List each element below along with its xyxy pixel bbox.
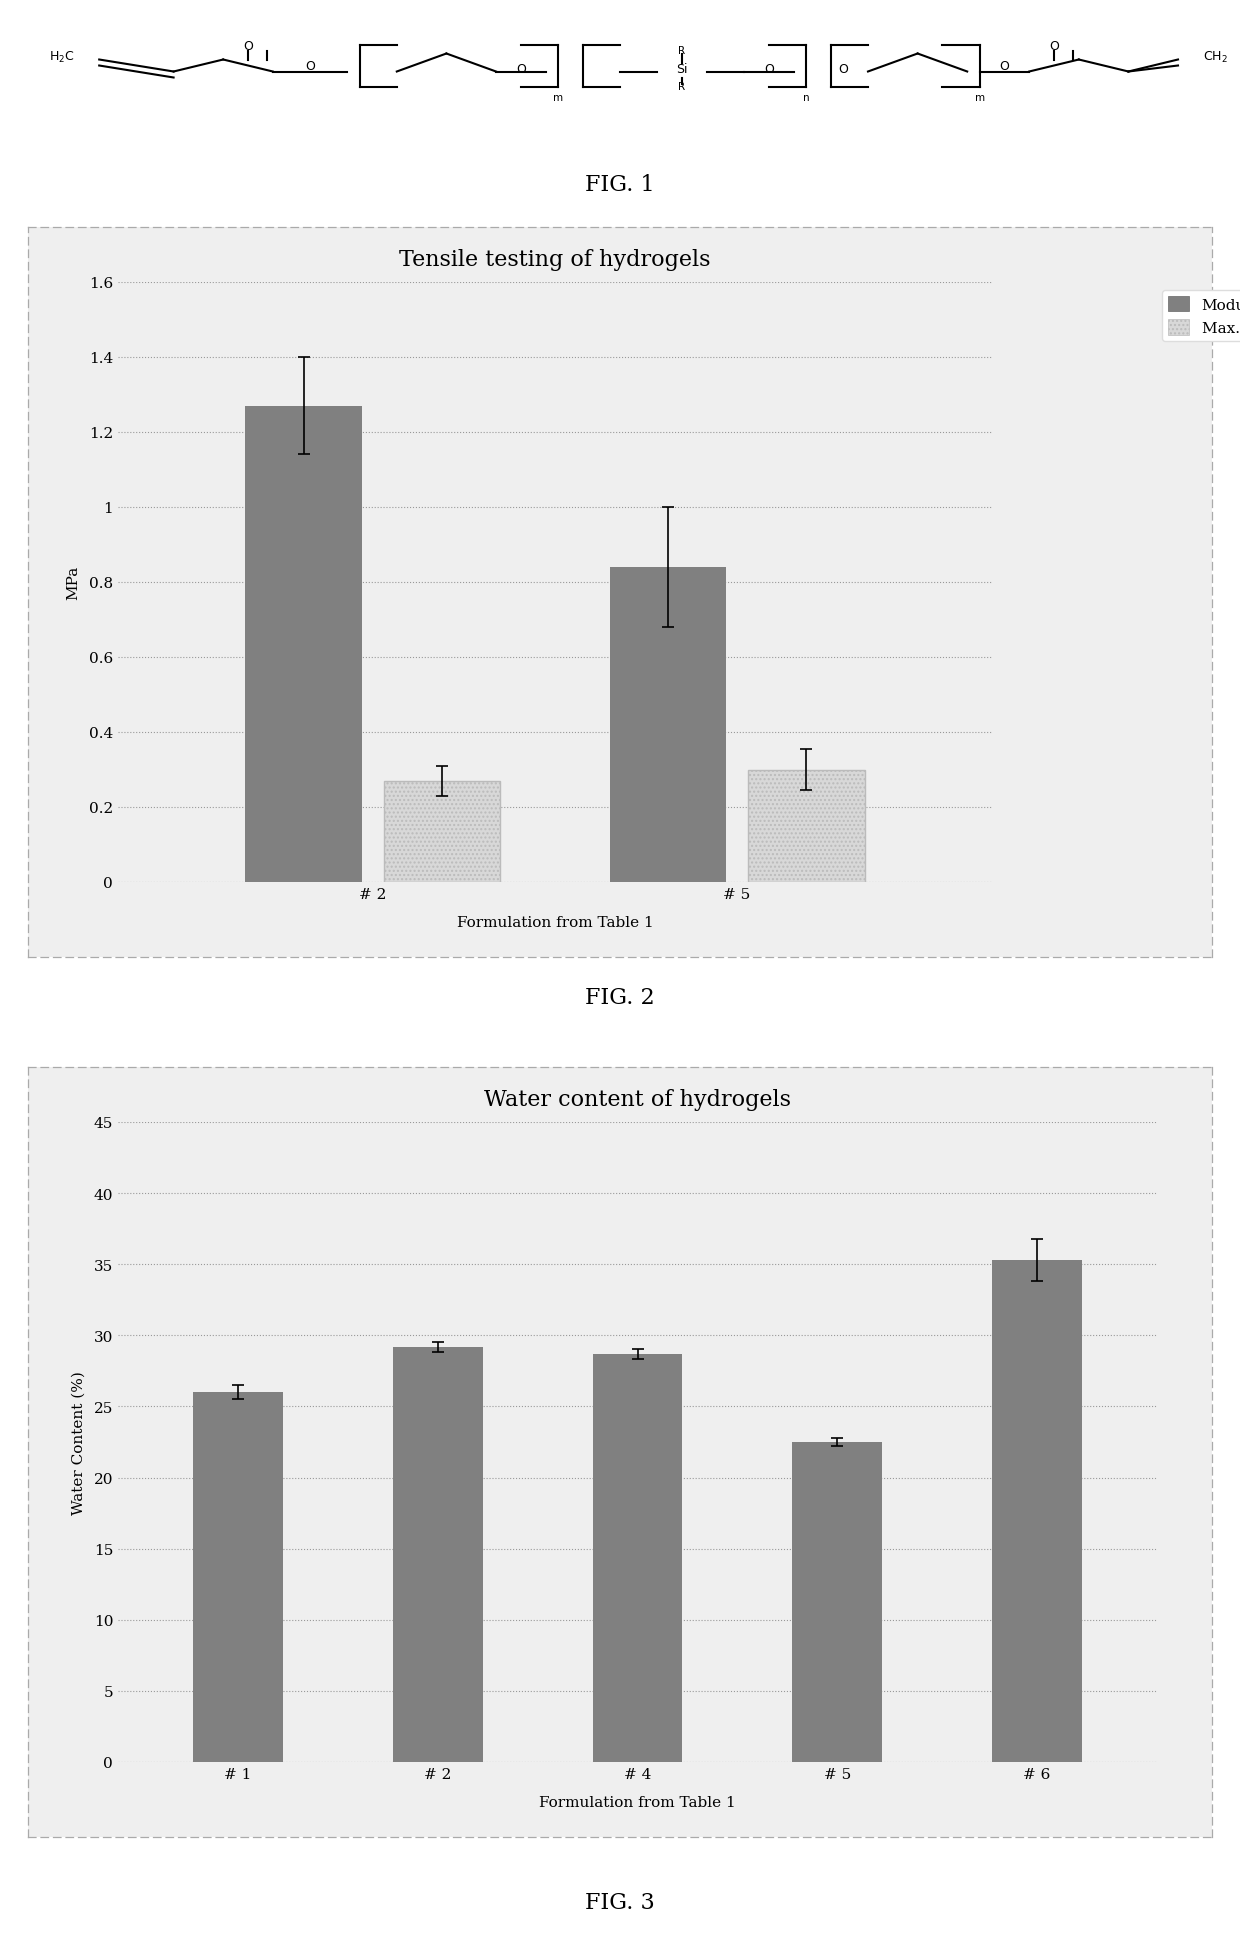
Text: O: O	[516, 63, 526, 76]
Bar	[193, 1393, 283, 1761]
Y-axis label: MPa: MPa	[67, 566, 81, 599]
Bar	[593, 1354, 682, 1761]
Bar	[792, 1442, 883, 1761]
Text: m: m	[975, 92, 985, 104]
Text: m: m	[553, 92, 563, 104]
Text: O: O	[999, 61, 1009, 72]
Bar	[246, 407, 362, 883]
Text: FIG. 1: FIG. 1	[585, 174, 655, 196]
Bar	[384, 781, 501, 883]
Text: n: n	[802, 92, 810, 104]
Text: $\mathrm{CH_2}$: $\mathrm{CH_2}$	[1203, 51, 1228, 65]
Text: R: R	[678, 82, 686, 92]
Text: O: O	[1049, 41, 1059, 53]
Bar	[748, 771, 864, 883]
Text: O: O	[838, 63, 848, 76]
X-axis label: Formulation from Table 1: Formulation from Table 1	[456, 916, 653, 930]
Text: FIG. 3: FIG. 3	[585, 1890, 655, 1914]
Bar	[393, 1346, 482, 1761]
Text: O: O	[764, 63, 774, 76]
Bar	[992, 1260, 1083, 1761]
Title: Water content of hydrogels: Water content of hydrogels	[484, 1088, 791, 1112]
X-axis label: Formulation from Table 1: Formulation from Table 1	[539, 1795, 735, 1808]
Legend: Modulus, Max. strength: Modulus, Max. strength	[1162, 290, 1240, 342]
Title: Tensile testing of hydrogels: Tensile testing of hydrogels	[399, 249, 711, 272]
Text: O: O	[243, 41, 253, 53]
Text: $\mathrm{H_2C}$: $\mathrm{H_2C}$	[48, 51, 74, 65]
Text: O: O	[305, 61, 315, 72]
Text: R: R	[678, 47, 686, 57]
Text: FIG. 2: FIG. 2	[585, 986, 655, 1008]
Y-axis label: Water Content (%): Water Content (%)	[72, 1370, 86, 1515]
Bar	[610, 568, 727, 883]
Text: Si: Si	[676, 63, 688, 76]
